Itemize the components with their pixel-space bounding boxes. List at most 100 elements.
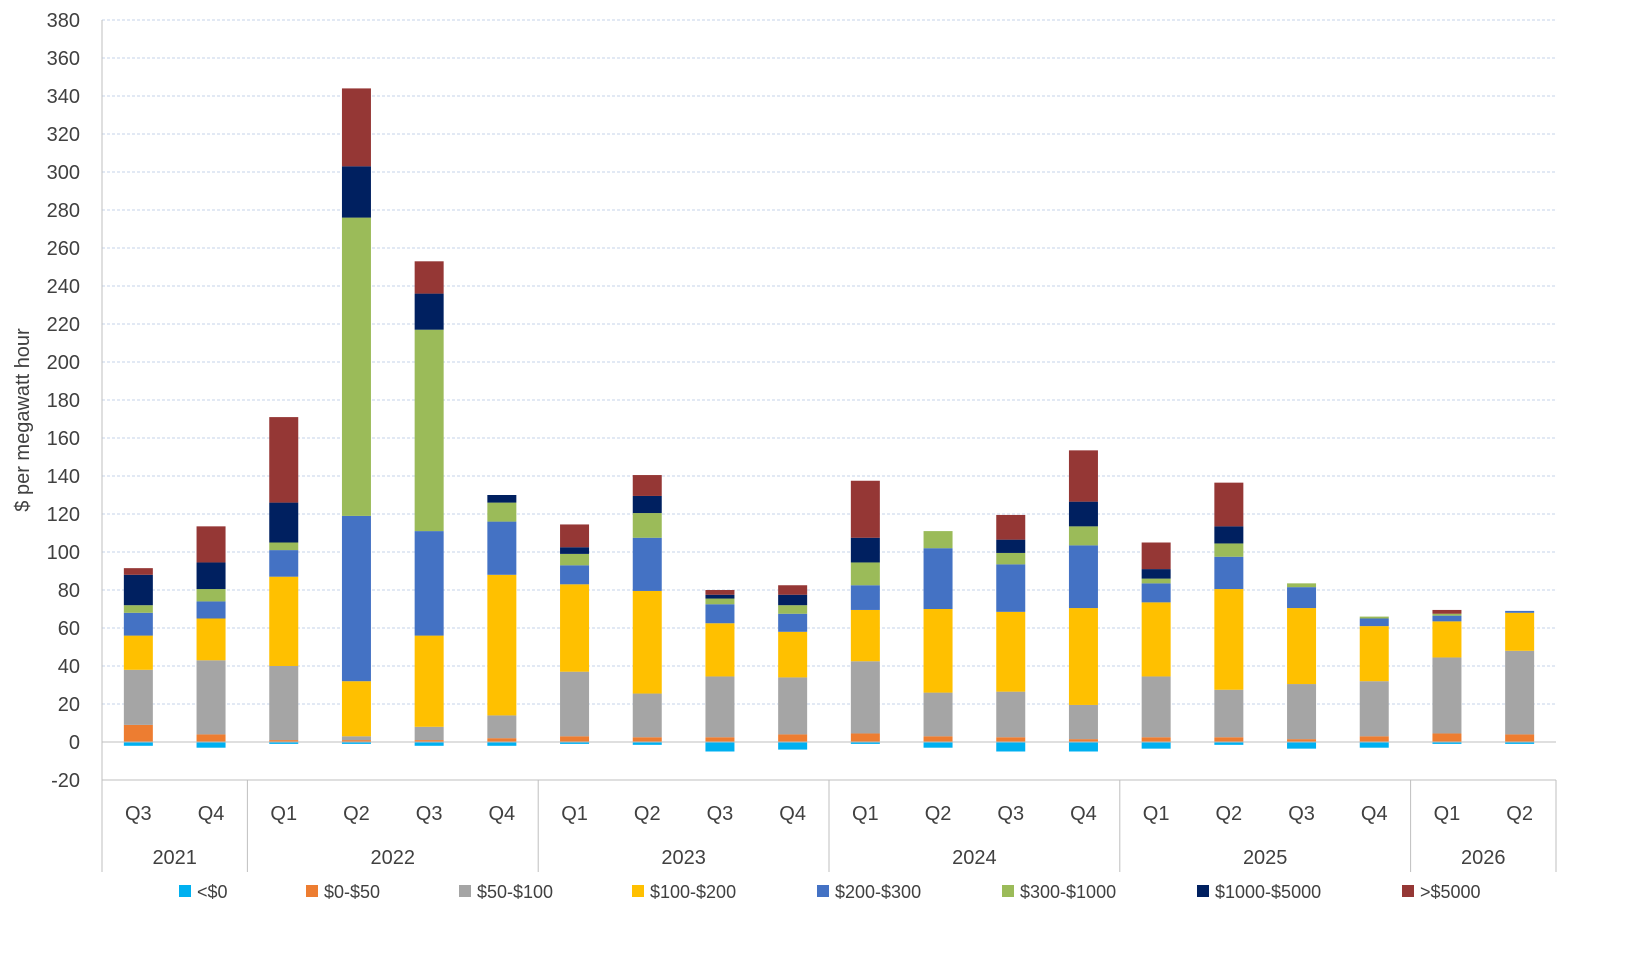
bar-segment <box>1287 742 1317 749</box>
bar-segment <box>414 293 444 330</box>
y-tick-label: 120 <box>47 504 80 526</box>
legend-label: <$0 <box>197 882 228 902</box>
gridlines <box>102 19 1556 781</box>
legend-swatch <box>306 885 318 897</box>
x-tick-label: Q3 <box>416 803 443 825</box>
bar-segment <box>1141 569 1171 579</box>
bar-segment <box>705 742 735 752</box>
bar-segment <box>1068 739 1098 742</box>
bar-segment <box>996 742 1026 752</box>
legend-swatch <box>817 885 829 897</box>
bar-segment <box>1287 739 1317 742</box>
bar-segment <box>1287 608 1317 685</box>
bar-segment <box>1432 621 1462 658</box>
bar-segment <box>123 605 153 613</box>
legend-swatch <box>1197 885 1209 897</box>
bar-segment <box>269 666 299 741</box>
year-label: 2026 <box>1461 847 1506 869</box>
legend-label: $100-$200 <box>650 882 736 902</box>
bar-segment <box>1214 556 1244 590</box>
x-tick-label: Q3 <box>1288 803 1315 825</box>
y-tick-labels: -20 0 20 40 60 80 100 120 140 160 180 200 220 240 260 2… <box>47 10 80 792</box>
bar-segment <box>850 733 880 742</box>
bar-segment <box>1432 613 1462 616</box>
bar-segment <box>341 681 371 737</box>
legend-label: >$5000 <box>1420 882 1481 902</box>
bar-segment <box>341 515 371 682</box>
bar-segment <box>414 635 444 727</box>
x-tick-label: Q3 <box>997 803 1024 825</box>
x-tick-label: Q4 <box>1361 803 1388 825</box>
bar-segment <box>1068 545 1098 609</box>
bar-segment <box>996 611 1026 692</box>
y-tick-label: 280 <box>47 200 80 222</box>
x-tick-label: Q4 <box>779 803 806 825</box>
bar-segment <box>341 166 371 218</box>
bar-segment <box>560 547 590 554</box>
bar-segment <box>269 576 299 666</box>
bar-segment <box>487 742 517 746</box>
x-tick-label: Q2 <box>1216 803 1243 825</box>
bar-segment <box>1141 742 1171 749</box>
legend-label: $300-$1000 <box>1020 882 1116 902</box>
axes <box>101 20 1557 872</box>
bar-segment <box>341 736 371 741</box>
year-label: 2022 <box>371 847 416 869</box>
bar-segment <box>341 742 371 744</box>
bar-segment <box>123 669 153 725</box>
bar-segment <box>414 329 444 532</box>
bar-segment <box>705 676 735 738</box>
legend-swatch <box>1402 885 1414 897</box>
y-tick-label: 360 <box>47 48 80 70</box>
legend-label: $1000-$5000 <box>1215 882 1321 902</box>
bar-segment <box>923 609 953 693</box>
y-tick-label: 380 <box>47 10 80 32</box>
bar-segment <box>414 531 444 636</box>
y-tick-label: 140 <box>47 466 80 488</box>
bar-segment <box>123 574 153 606</box>
bar-segment <box>1505 610 1535 613</box>
bar-segment <box>1214 482 1244 527</box>
legend-swatch <box>632 885 644 897</box>
bar-segment <box>1505 734 1535 742</box>
bar-segment <box>1432 609 1462 614</box>
bar-segment <box>923 692 953 737</box>
bar-segment <box>123 742 153 746</box>
bar-segment <box>269 542 299 551</box>
bar-segment <box>487 502 517 522</box>
bar-segment <box>487 521 517 575</box>
bar-segment <box>1141 583 1171 603</box>
bar-segment <box>196 734 226 742</box>
bar-segment <box>560 742 590 744</box>
bar-segment <box>1141 542 1171 570</box>
y-tick-label: -20 <box>51 770 80 792</box>
bar-segment <box>1214 737 1244 742</box>
legend-label: $0-$50 <box>324 882 380 902</box>
y-tick-label: 200 <box>47 352 80 374</box>
bar-segment <box>632 693 662 738</box>
bar-segment <box>1214 526 1244 544</box>
bar-segment <box>196 526 226 563</box>
y-axis-title: $ per megawatt hour <box>12 328 34 512</box>
x-tick-label: Q2 <box>634 803 661 825</box>
bar-segment <box>487 715 517 739</box>
x-tick-label: Q2 <box>343 803 370 825</box>
x-tick-label: Q1 <box>561 803 588 825</box>
bar-segment <box>705 594 735 599</box>
bar-segment <box>1141 737 1171 742</box>
x-tick-label: Q4 <box>1070 803 1097 825</box>
bar-segment <box>778 594 808 606</box>
y-tick-label: 180 <box>47 390 80 412</box>
bar-segment <box>196 601 226 619</box>
bars <box>123 88 1535 752</box>
x-tick-label: Q4 <box>489 803 516 825</box>
bar-segment <box>414 261 444 294</box>
bar-segment <box>1068 742 1098 752</box>
bar-segment <box>778 677 808 735</box>
y-tick-label: 160 <box>47 428 80 450</box>
bar-segment <box>1359 618 1389 627</box>
bar-segment <box>196 742 226 748</box>
year-label: 2025 <box>1243 847 1288 869</box>
bar-segment <box>487 738 517 742</box>
bar-segment <box>341 88 371 167</box>
